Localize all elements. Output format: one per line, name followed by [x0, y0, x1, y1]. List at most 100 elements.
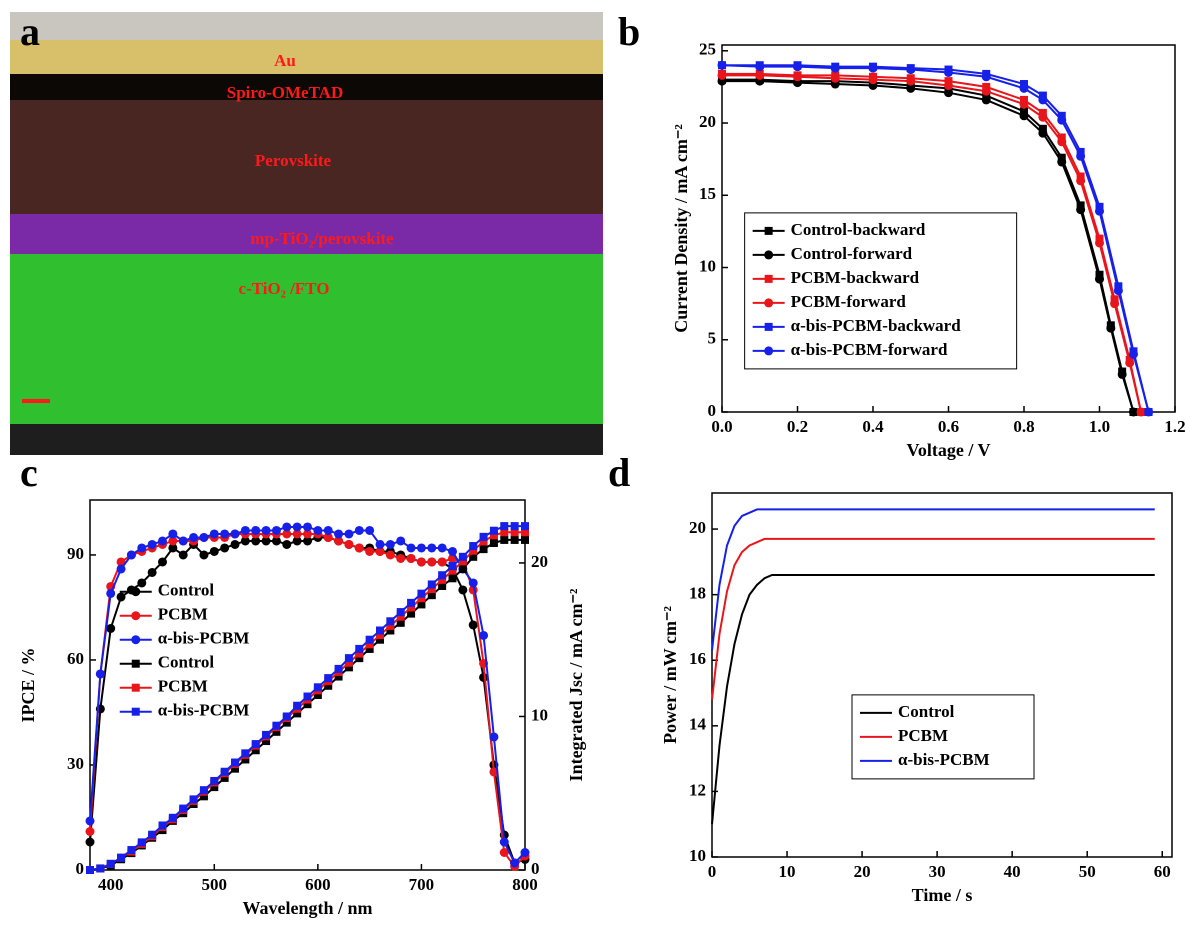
marker — [1057, 158, 1066, 167]
marker — [107, 860, 115, 868]
marker — [169, 814, 177, 822]
legend-label: Control — [158, 581, 215, 600]
plot-frame — [712, 493, 1172, 857]
x-tick-label: 1.2 — [1164, 417, 1185, 436]
marker — [1020, 100, 1029, 109]
marker — [324, 674, 332, 682]
marker — [366, 636, 374, 644]
marker — [793, 62, 802, 71]
marker — [1114, 286, 1123, 295]
marker — [355, 645, 363, 653]
marker — [1095, 238, 1104, 247]
marker — [138, 838, 146, 846]
marker — [490, 527, 498, 535]
x-tick-label: 30 — [929, 862, 946, 881]
marker — [344, 529, 353, 538]
y-tick-label: 20 — [689, 518, 706, 537]
marker — [1076, 176, 1085, 185]
layer-label: Perovskite — [255, 151, 332, 170]
x-axis-label: Wavelength / nm — [242, 898, 372, 918]
marker — [272, 722, 280, 730]
y-tick-label: 30 — [67, 754, 84, 773]
y-axis-label: Power / mW cm⁻² — [660, 606, 680, 744]
legend-label: Control-forward — [791, 244, 913, 263]
y-tick-label: 14 — [689, 715, 707, 734]
marker — [459, 565, 467, 573]
marker — [417, 590, 425, 598]
marker — [438, 543, 447, 552]
y2-tick-label: 10 — [531, 705, 548, 724]
marker — [438, 571, 446, 579]
marker — [944, 68, 953, 77]
marker — [459, 553, 467, 561]
marker — [831, 64, 840, 73]
marker — [764, 298, 773, 307]
x-tick-label: 0.8 — [1013, 417, 1034, 436]
marker — [448, 547, 457, 556]
marker — [159, 821, 167, 829]
marker — [1038, 113, 1047, 122]
marker — [199, 550, 208, 559]
layer-label: Spiro-OMeTAD — [227, 83, 343, 102]
marker — [86, 837, 95, 846]
marker — [293, 522, 302, 531]
marker — [480, 545, 488, 553]
marker — [127, 550, 136, 559]
marker — [511, 536, 519, 544]
marker — [131, 611, 140, 620]
marker — [376, 626, 384, 634]
marker — [428, 580, 436, 588]
marker — [96, 669, 105, 678]
marker — [148, 831, 156, 839]
marker — [521, 522, 529, 530]
marker — [500, 837, 509, 846]
marker — [427, 543, 436, 552]
y-tick-label: 10 — [699, 256, 716, 275]
x-tick-label: 0.4 — [862, 417, 884, 436]
marker — [417, 543, 426, 552]
y-tick-label: 16 — [689, 649, 706, 668]
marker — [1118, 370, 1127, 379]
marker — [793, 72, 802, 81]
y-tick-label: 20 — [699, 112, 716, 131]
marker — [407, 543, 416, 552]
marker — [158, 557, 167, 566]
marker — [131, 587, 140, 596]
marker — [86, 816, 95, 825]
layer-label: Au — [274, 51, 296, 70]
legend-label: PCBM — [158, 677, 208, 696]
legend-label: α-bis-PCBM — [898, 750, 990, 769]
marker — [179, 536, 188, 545]
x-axis-label: Time / s — [912, 885, 973, 905]
marker — [210, 547, 219, 556]
marker — [1076, 205, 1085, 214]
legend-label: PCBM-backward — [791, 268, 920, 287]
marker — [252, 740, 260, 748]
legend-label: PCBM — [898, 726, 948, 745]
marker — [127, 846, 135, 854]
y2-axis-label: Integrated Jsc / mA cm⁻² — [566, 589, 586, 782]
legend-label: α-bis-PCBM-backward — [791, 316, 962, 335]
panel-letter: b — [618, 9, 640, 54]
marker — [1106, 324, 1115, 333]
y-tick-label: 18 — [689, 584, 706, 603]
marker — [220, 529, 229, 538]
x-tick-label: 50 — [1079, 862, 1096, 881]
marker — [469, 620, 478, 629]
chart-panel: c400500600700800030609001020Wavelength /… — [18, 450, 586, 918]
marker — [283, 712, 291, 720]
x-tick-label: 10 — [779, 862, 796, 881]
marker — [397, 608, 405, 616]
x-tick-label: 1.0 — [1089, 417, 1110, 436]
marker — [469, 542, 477, 550]
marker — [86, 866, 94, 874]
marker — [1057, 137, 1066, 146]
marker — [106, 589, 115, 598]
marker — [480, 533, 488, 541]
marker — [1095, 275, 1104, 284]
marker — [334, 529, 343, 538]
y-axis-label: Current Density / mA cm⁻² — [671, 124, 691, 333]
marker — [231, 540, 240, 549]
legend-label: PCBM-forward — [791, 292, 907, 311]
marker — [944, 81, 953, 90]
